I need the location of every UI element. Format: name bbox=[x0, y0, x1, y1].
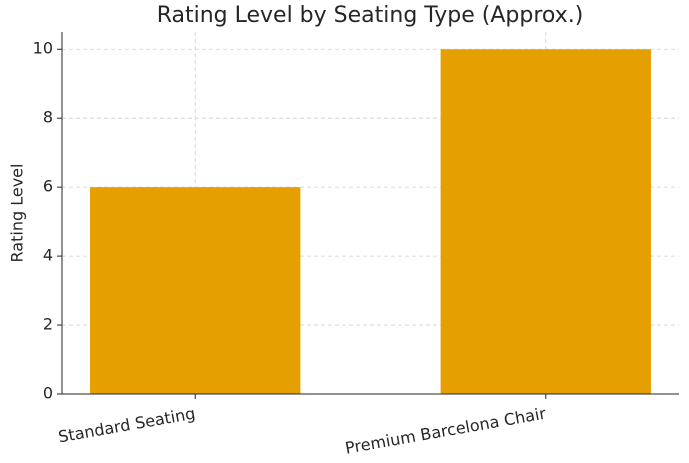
y-tick-label: 4 bbox=[43, 246, 53, 265]
chart-title: Rating Level by Seating Type (Approx.) bbox=[157, 3, 584, 28]
y-tick-label: 10 bbox=[33, 39, 53, 58]
bar bbox=[440, 49, 651, 394]
x-tick-label: Standard Seating bbox=[57, 404, 197, 447]
y-tick-label: 6 bbox=[43, 177, 53, 196]
y-axis-label: Rating Level bbox=[8, 164, 27, 263]
y-tick-label: 0 bbox=[43, 384, 53, 403]
y-tick-label: 8 bbox=[43, 108, 53, 127]
x-tick-label: Premium Barcelona Chair bbox=[344, 404, 548, 458]
bar bbox=[90, 187, 301, 394]
y-tick-label: 2 bbox=[43, 315, 53, 334]
